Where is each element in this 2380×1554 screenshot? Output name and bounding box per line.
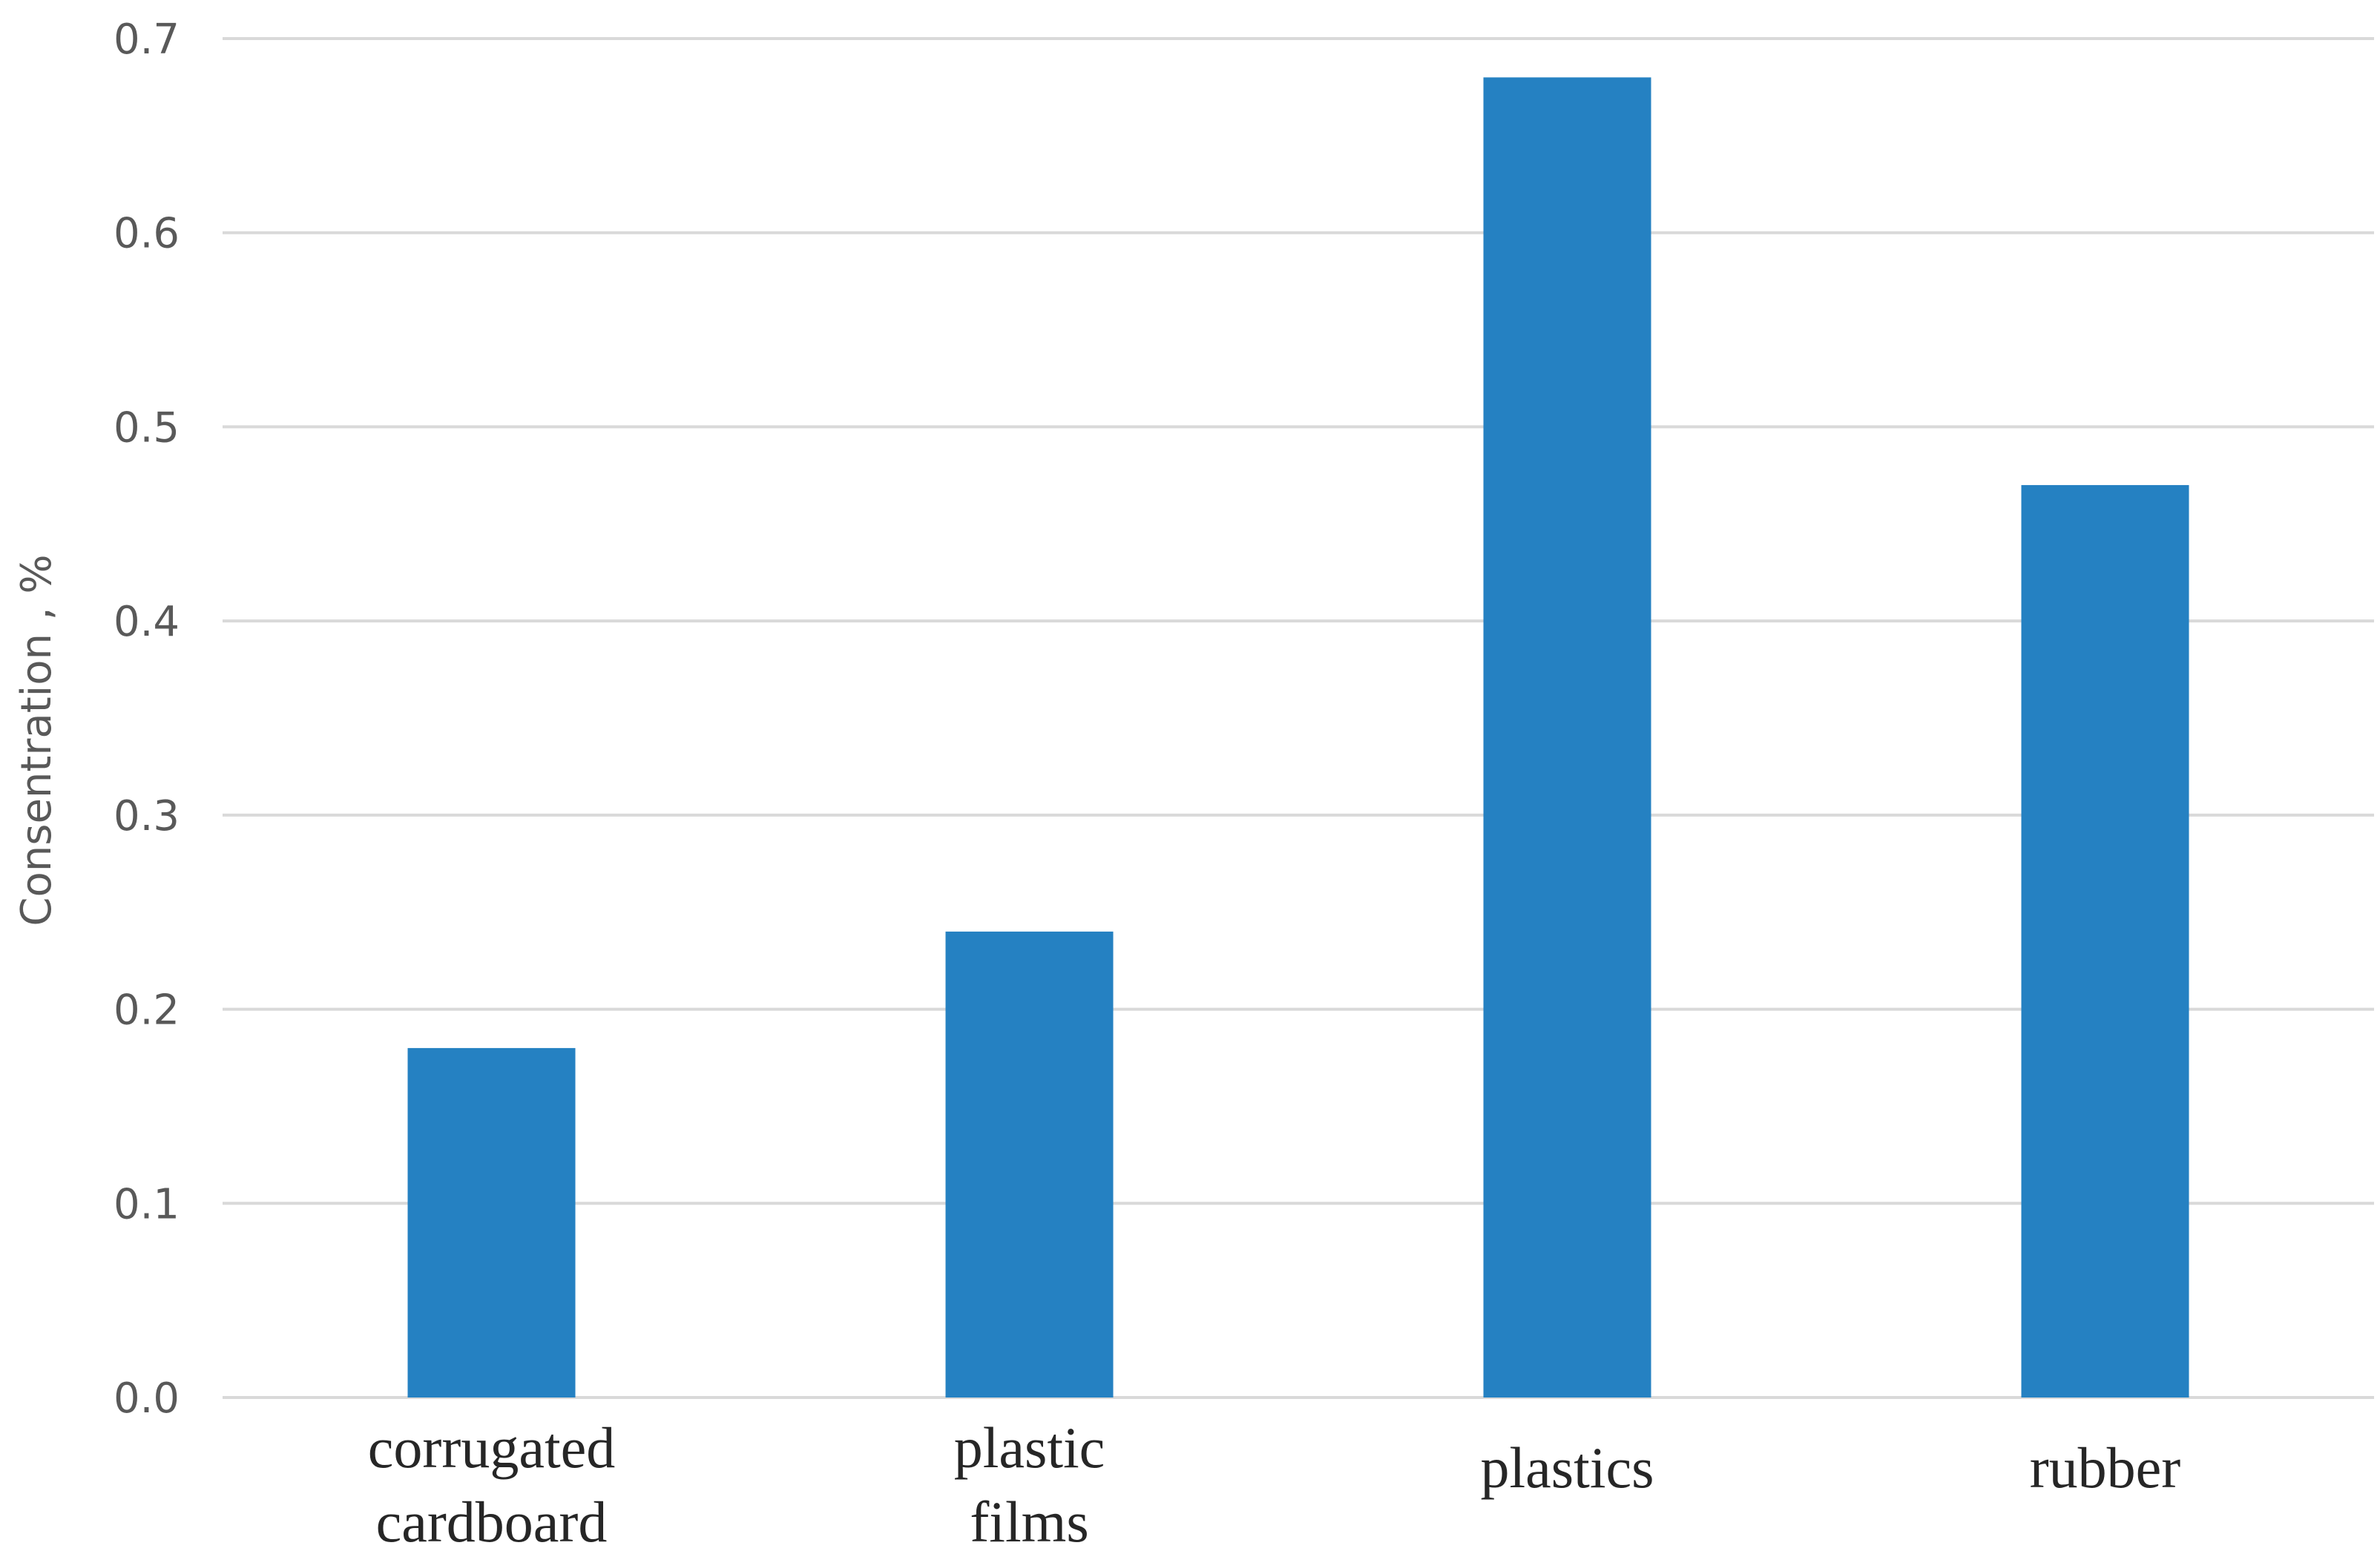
gridlines — [223, 37, 2374, 1399]
y-tick-label: 0.2 — [114, 987, 180, 1035]
y-tick-label: 0.6 — [114, 210, 180, 258]
x-category-labels: corrugated cardboard plastic films plastics r… — [368, 1415, 2181, 1554]
x-category-label: cardboard — [376, 1489, 608, 1554]
y-tick-label: 0.3 — [114, 792, 180, 840]
y-tick-label: 0.5 — [114, 404, 180, 452]
x-category-label: corrugated — [368, 1415, 615, 1480]
bars — [407, 77, 2189, 1397]
x-category-label: rubber — [2030, 1435, 2181, 1500]
y-tick-label: 0.0 — [114, 1374, 180, 1423]
bar — [407, 1047, 576, 1397]
y-tick-label: 0.4 — [114, 598, 180, 646]
x-category-label: plastic — [954, 1415, 1105, 1480]
y-axis-title: Consentration , % — [13, 554, 61, 926]
x-category-label: films — [970, 1489, 1088, 1554]
x-category-label: plastics — [1481, 1435, 1654, 1500]
bar — [945, 931, 1114, 1397]
y-tick-label: 0.1 — [114, 1180, 180, 1228]
bar — [1483, 77, 1651, 1397]
y-tick-labels: 0.0 0.1 0.2 0.3 0.4 0.5 0.6 0.7 — [114, 16, 180, 1423]
bar — [2021, 484, 2189, 1397]
y-tick-label: 0.7 — [114, 16, 180, 64]
